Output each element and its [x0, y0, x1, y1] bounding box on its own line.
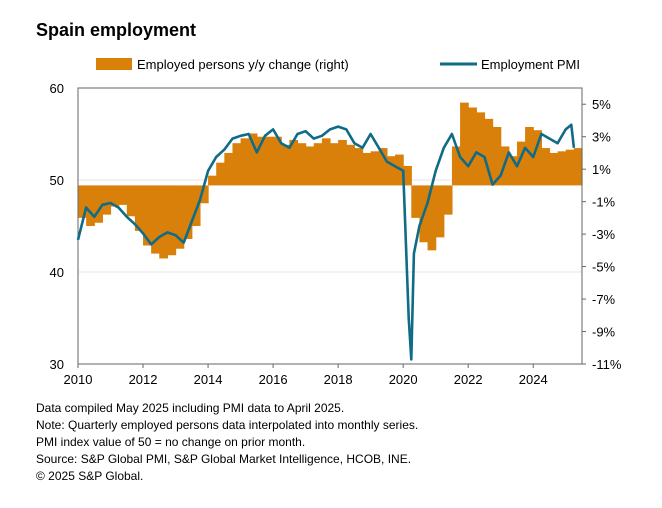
bar	[78, 185, 87, 218]
y-right-tick-label: -11%	[592, 357, 622, 372]
bar-series	[78, 102, 583, 259]
y-left-tick-label: 40	[50, 265, 64, 280]
bar	[435, 185, 445, 238]
bar	[281, 144, 290, 186]
bar	[565, 149, 575, 186]
bar	[175, 185, 185, 249]
y-left-tick-label: 30	[50, 357, 64, 372]
bar	[338, 139, 347, 186]
bar	[151, 185, 160, 254]
x-tick-label: 2010	[64, 372, 93, 387]
bar	[346, 144, 355, 186]
bar	[386, 156, 396, 186]
legend: Employed persons y/y change (right) Emplo…	[96, 57, 580, 72]
plot-frame	[77, 87, 583, 365]
bar	[330, 143, 339, 186]
bar	[159, 185, 169, 259]
bar	[354, 148, 364, 186]
bar	[94, 185, 103, 223]
bar	[256, 136, 266, 186]
bar	[443, 185, 453, 215]
bar	[216, 162, 225, 186]
bar	[208, 175, 217, 186]
bar	[370, 151, 380, 186]
bar	[321, 138, 331, 186]
bar	[313, 143, 323, 186]
y-left-tick-label: 50	[50, 173, 64, 188]
bar	[110, 185, 120, 207]
bar	[232, 143, 242, 186]
bar	[525, 126, 534, 186]
bar	[362, 152, 372, 186]
y-right-tick-label: 3%	[592, 130, 611, 145]
bar	[476, 112, 486, 186]
y-right-tick-label: -1%	[592, 195, 616, 210]
chart-title: Spain employment	[36, 20, 197, 40]
bar	[240, 138, 250, 186]
bar	[143, 185, 152, 246]
x-tick-label: 2024	[519, 372, 548, 387]
bar	[484, 118, 494, 186]
bar	[305, 146, 315, 186]
y-right-tick-label: 5%	[592, 97, 611, 112]
bar	[460, 102, 469, 186]
note-compiled: Data compiled May 2025 including PMI dat…	[36, 401, 345, 415]
bar	[264, 136, 274, 186]
bar	[492, 126, 502, 186]
y-right-tick-label: 1%	[592, 162, 611, 177]
legend-bar-label: Employed persons y/y change (right)	[137, 57, 349, 72]
x-tick-label: 2022	[454, 372, 483, 387]
bar	[167, 185, 177, 256]
bar	[102, 185, 112, 215]
bar	[126, 185, 136, 217]
x-tick-label: 2018	[324, 372, 353, 387]
x-tick-label: 2020	[389, 372, 418, 387]
bar	[573, 148, 583, 186]
bar	[549, 152, 559, 186]
chart-notes: Data compiled May 2025 including PMI dat…	[36, 400, 418, 485]
bar	[378, 148, 388, 186]
bar	[508, 156, 518, 186]
bar	[134, 185, 144, 231]
y-right-tick-label: -9%	[592, 325, 616, 340]
note-copyright: © 2025 S&P Global.	[36, 469, 144, 483]
bar	[273, 136, 282, 186]
bar	[118, 185, 128, 205]
legend-line-label: Employment PMI	[481, 57, 580, 72]
bar	[411, 185, 421, 218]
y-right-tick-label: -3%	[592, 227, 616, 242]
bar	[533, 130, 542, 186]
x-tick-label: 2012	[129, 372, 158, 387]
bar	[289, 139, 299, 186]
bar	[451, 146, 461, 186]
bar	[248, 133, 258, 186]
bar	[183, 185, 193, 239]
y-right-tick-label: -5%	[592, 260, 616, 275]
bar	[468, 107, 477, 186]
bar	[191, 185, 201, 226]
y-right-tick-label: -7%	[592, 292, 616, 307]
note-interpolation: Note: Quarterly employed persons data in…	[36, 418, 419, 432]
bar	[224, 152, 234, 186]
bar	[427, 185, 437, 251]
y-left-tick-label: 60	[50, 81, 64, 96]
bar	[557, 151, 567, 186]
x-tick-label: 2016	[259, 372, 288, 387]
bar	[199, 185, 209, 204]
x-tick-label: 2014	[194, 372, 223, 387]
note-pmi-baseline: PMI index value of 50 = no change on pri…	[36, 435, 306, 449]
bar	[516, 141, 526, 186]
bar	[541, 148, 551, 186]
bar	[86, 185, 95, 226]
chart-svg: 2010 2012 2014 2016 2018 2020 2022 2024 60 50 40 30…	[50, 57, 622, 387]
bar	[297, 143, 307, 186]
bar	[403, 165, 412, 186]
note-source: Source: S&P Global PMI, S&P Global Marke…	[36, 452, 412, 466]
legend-bar-swatch	[96, 58, 132, 70]
pmi-line	[76, 123, 576, 361]
